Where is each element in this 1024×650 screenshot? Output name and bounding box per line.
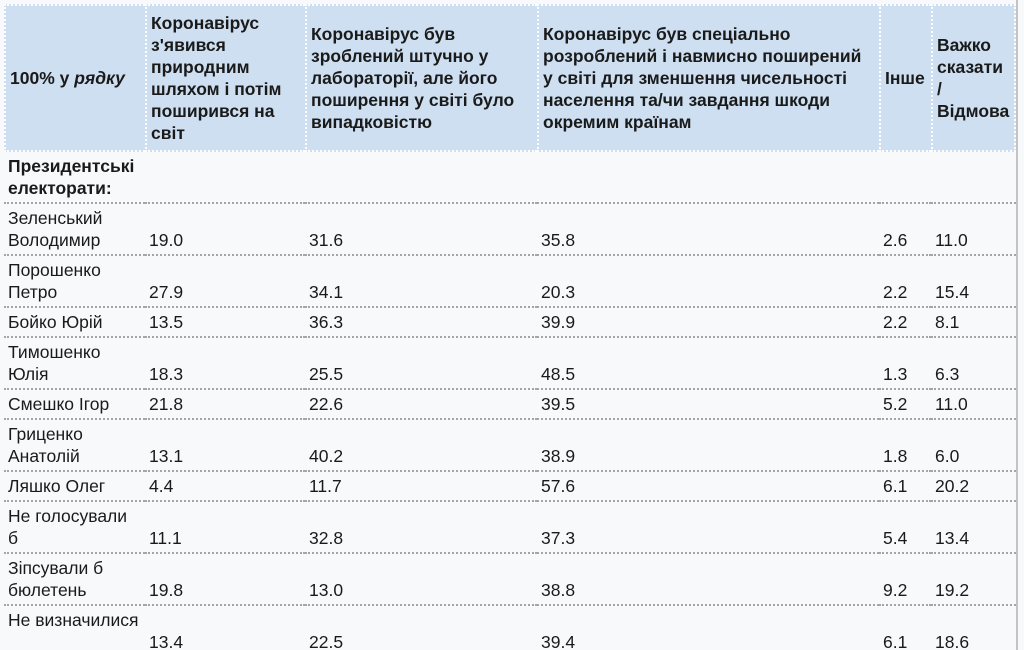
table-row: Не голосували б 11.1 32.8 37.3 5.4 13.4 (4, 502, 1016, 554)
cell-value: 39.5 (537, 390, 879, 420)
cell-value: 2.2 (879, 256, 931, 308)
table-row: Бойко Юрій 13.5 36.3 39.9 2.2 8.1 (4, 308, 1016, 338)
table-row: Тимошенко Юлія 18.3 25.5 48.5 1.3 6.3 (4, 338, 1016, 390)
cell-value: 19.0 (145, 204, 305, 256)
cell-value: 31.6 (305, 204, 537, 256)
cell-value: 25.5 (305, 338, 537, 390)
row-label: Тимошенко Юлія (4, 338, 145, 390)
page-edge-divider (1016, 0, 1018, 650)
header-row: 100% у рядку Коронавірус з'явився природ… (4, 4, 1016, 152)
row-label: Бойко Юрій (4, 308, 145, 338)
cell-value: 37.3 (537, 502, 879, 554)
cell-value: 19.2 (931, 554, 1016, 606)
cell-value: 9.2 (879, 554, 931, 606)
cell-value: 38.9 (537, 420, 879, 472)
corner-label: 100% у (10, 68, 75, 88)
cell-value: 11.0 (931, 390, 1016, 420)
table-row: Зіпсували б бюлетень 19.8 13.0 38.8 9.2 … (4, 554, 1016, 606)
row-label: Ляшко Олег (4, 472, 145, 502)
survey-table: 100% у рядку Коронавірус з'явився природ… (4, 4, 1016, 650)
cell-value: 27.9 (145, 256, 305, 308)
row-label: Зіпсували б бюлетень (4, 554, 145, 606)
cell-value: 32.8 (305, 502, 537, 554)
cell-value: 6.0 (931, 420, 1016, 472)
group-label: Президентські електорати: (4, 152, 145, 204)
table-row: Порошенко Петро 27.9 34.1 20.3 2.2 15.4 (4, 256, 1016, 308)
cell-value: 34.1 (305, 256, 537, 308)
cell-value: 2.2 (879, 308, 931, 338)
cell-value: 18.6 (931, 606, 1016, 650)
column-header-hard-to-say: Важко сказати / Відмова (931, 4, 1016, 152)
table-row: Зеленський Володимир 19.0 31.6 35.8 2.6 … (4, 204, 1016, 256)
column-header-natural: Коронавірус з'явився природним шляхом і … (145, 4, 305, 152)
row-label: Не визначилися (4, 606, 145, 650)
cell-value: 1.3 (879, 338, 931, 390)
row-label: Не голосували б (4, 502, 145, 554)
table-row: Не визначилися 13.4 22.5 39.4 6.1 18.6 (4, 606, 1016, 650)
cell-value: 11.1 (145, 502, 305, 554)
column-header-other: Інше (879, 4, 931, 152)
cell-value: 15.4 (931, 256, 1016, 308)
row-label: Зеленський Володимир (4, 204, 145, 256)
cell-value: 5.4 (879, 502, 931, 554)
cell-value: 20.3 (537, 256, 879, 308)
cell-value: 20.2 (931, 472, 1016, 502)
cell-value: 39.4 (537, 606, 879, 650)
cell-value: 13.4 (145, 606, 305, 650)
cell-value: 13.1 (145, 420, 305, 472)
cell-value: 2.6 (879, 204, 931, 256)
cell-value: 13.4 (931, 502, 1016, 554)
row-label: Гриценко Анатолій (4, 420, 145, 472)
cell-value: 6.1 (879, 606, 931, 650)
cell-value: 13.0 (305, 554, 537, 606)
row-label: Смешко Ігор (4, 390, 145, 420)
cell-value: 11.0 (931, 204, 1016, 256)
group-row: Президентські електорати: (4, 152, 1016, 204)
cell-value: 48.5 (537, 338, 879, 390)
cell-value: 35.8 (537, 204, 879, 256)
cell-value: 40.2 (305, 420, 537, 472)
cell-value: 13.5 (145, 308, 305, 338)
table-row: Смешко Ігор 21.8 22.6 39.5 5.2 11.0 (4, 390, 1016, 420)
cell-value: 11.7 (305, 472, 537, 502)
cell-value: 8.1 (931, 308, 1016, 338)
corner-header: 100% у рядку (4, 4, 145, 152)
cell-value: 6.1 (879, 472, 931, 502)
cell-value: 36.3 (305, 308, 537, 338)
table-row: Гриценко Анатолій 13.1 40.2 38.9 1.8 6.0 (4, 420, 1016, 472)
cell-value: 5.2 (879, 390, 931, 420)
cell-value: 22.5 (305, 606, 537, 650)
cell-value: 18.3 (145, 338, 305, 390)
cell-value: 4.4 (145, 472, 305, 502)
cell-value: 19.8 (145, 554, 305, 606)
row-label: Порошенко Петро (4, 256, 145, 308)
cell-value: 6.3 (931, 338, 1016, 390)
table-row: Ляшко Олег 4.4 11.7 57.6 6.1 20.2 (4, 472, 1016, 502)
cell-value: 21.8 (145, 390, 305, 420)
corner-label-italic: рядку (74, 68, 125, 88)
cell-value: 22.6 (305, 390, 537, 420)
cell-value: 38.8 (537, 554, 879, 606)
cell-value: 57.6 (537, 472, 879, 502)
column-header-deliberate: Коронавірус був спеціально розроблений і… (537, 4, 879, 152)
column-header-lab-accident: Коронавірус був зроблений штучно у лабор… (305, 4, 537, 152)
cell-value: 1.8 (879, 420, 931, 472)
cell-value: 39.9 (537, 308, 879, 338)
